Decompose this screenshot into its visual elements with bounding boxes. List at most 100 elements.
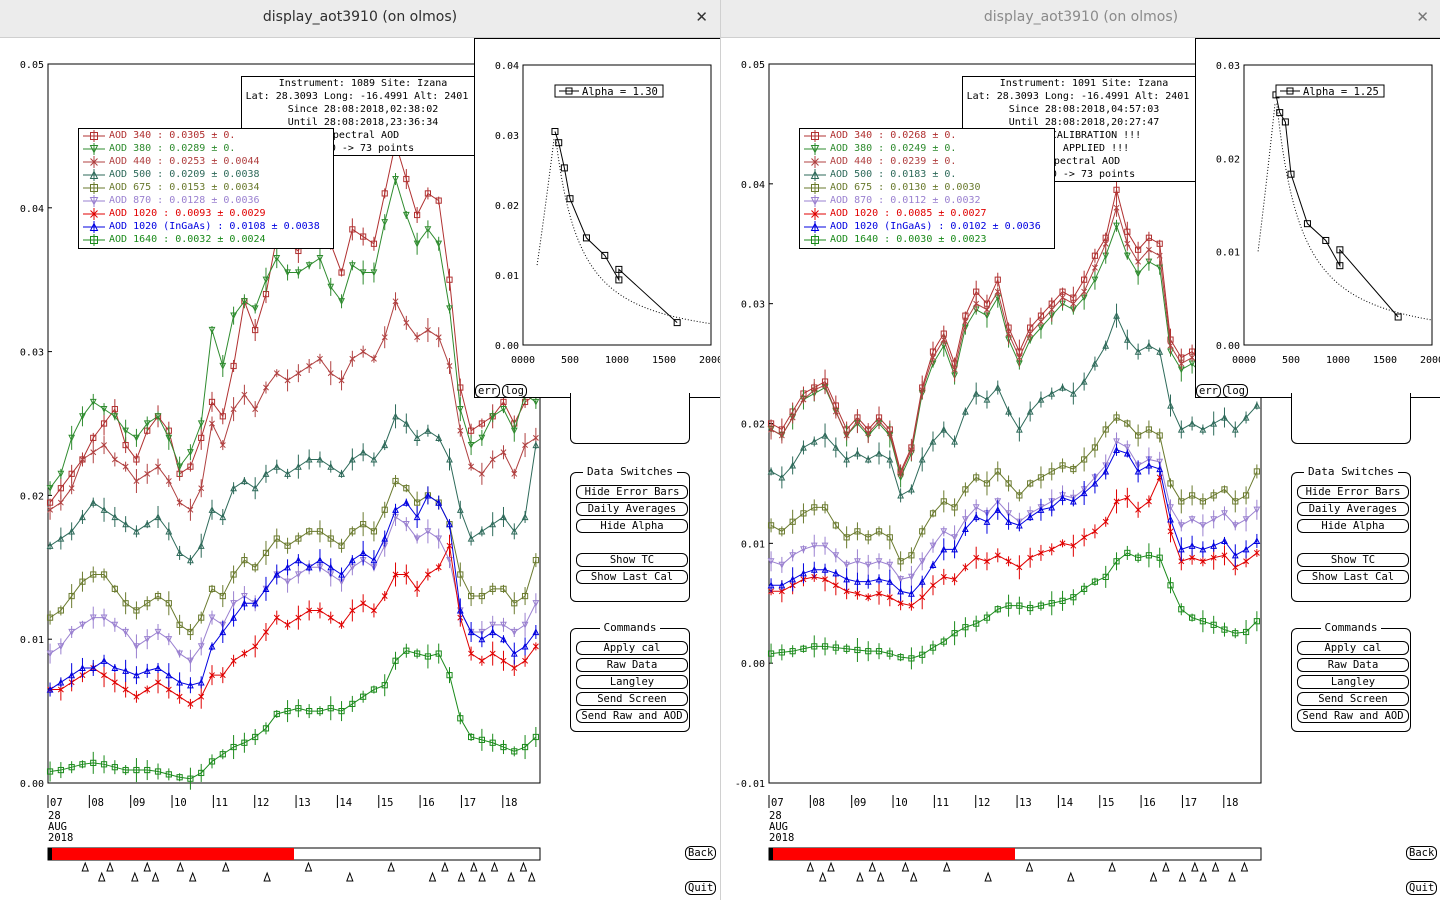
plot-canvas: 0.00 0.01 0.02 0.03 0.04 0.05 07 08 09 10 11 12 13 14… (0, 38, 722, 900)
legend-label: AOD 1020 (InGaAs) : 0.0108 ± 0.0038 (109, 221, 320, 232)
data-point (489, 650, 496, 657)
time-marker-icon (222, 861, 230, 872)
data-point (122, 667, 130, 674)
data-point (511, 600, 518, 607)
log-button[interactable]: log (502, 384, 527, 398)
data-point (521, 743, 529, 751)
data-point (1015, 518, 1023, 526)
data-point (918, 558, 926, 566)
data-point (1135, 506, 1142, 513)
data-point (1231, 522, 1239, 530)
data-point (821, 504, 829, 511)
y-tick-label: 0.03 (20, 348, 44, 359)
data-point (403, 319, 410, 326)
hide-error-bars-button[interactable]: Hide Error Bars (576, 485, 688, 499)
data-point (338, 570, 345, 578)
legend-label: AOD 340 : 0.0268 ± 0. (830, 130, 957, 141)
y-tick-label: -0.01 (735, 779, 765, 790)
legend-label: AOD 675 : 0.0153 ± 0.0034 (109, 182, 260, 193)
apply-cal-button[interactable]: Apply cal (576, 641, 688, 655)
data-point (1113, 498, 1120, 505)
close-icon[interactable]: ✕ (1416, 8, 1429, 26)
data-point (1336, 262, 1344, 270)
data-point (1287, 170, 1295, 178)
log-button[interactable]: log (1223, 384, 1248, 398)
data-point (615, 265, 623, 273)
show-tc-button[interactable]: Show TC (1297, 553, 1409, 567)
data-point (219, 513, 227, 521)
quit-button[interactable]: Quit (1406, 881, 1438, 895)
send-screen-button[interactable]: Send Screen (1297, 692, 1409, 706)
langley-button[interactable]: Langley (1297, 675, 1409, 689)
data-point (854, 528, 861, 535)
data-point (1113, 204, 1120, 211)
data-point (1113, 558, 1120, 565)
data-point (961, 516, 969, 524)
data-point (908, 602, 915, 609)
data-point (510, 427, 518, 435)
data-point (565, 87, 573, 95)
data-point (983, 614, 991, 621)
data-point (1145, 552, 1153, 559)
data-point (456, 506, 464, 513)
y-tick-label: 0.05 (20, 60, 44, 71)
data-point (414, 499, 421, 506)
data-point (316, 556, 324, 564)
data-point (176, 678, 184, 686)
show-last-cal-button[interactable]: Show Last Cal (576, 570, 688, 584)
data-point (919, 651, 926, 658)
data-point (897, 576, 905, 584)
apply-cal-button[interactable]: Apply cal (1297, 641, 1409, 655)
send-screen-button[interactable]: Send Screen (576, 692, 688, 706)
data-point (940, 336, 947, 343)
hide-error-bars-button[interactable]: Hide Error Bars (1297, 485, 1409, 499)
data-point (100, 571, 108, 578)
raw-data-button[interactable]: Raw Data (1297, 658, 1409, 672)
daily-averages-button[interactable]: Daily Averages (576, 502, 688, 516)
err-button[interactable]: err (1196, 384, 1221, 398)
hide-alpha-button[interactable]: Hide Alpha (576, 519, 688, 533)
data-point (241, 739, 248, 746)
data-point (1253, 549, 1260, 556)
data-point (294, 571, 302, 579)
show-tc-button[interactable]: Show TC (576, 553, 688, 567)
data-point (370, 240, 378, 247)
quit-button[interactable]: Quit (685, 881, 717, 895)
data-point (230, 600, 238, 607)
data-point (446, 276, 453, 283)
x-date-label: 28 (48, 810, 61, 822)
hide-alpha-button[interactable]: Hide Alpha (1297, 519, 1409, 533)
data-point (843, 575, 851, 583)
daily-averages-button[interactable]: Daily Averages (1297, 502, 1409, 516)
send-raw-and-aod-button[interactable]: Send Raw and AOD (576, 709, 688, 723)
data-point (381, 441, 389, 449)
data-point (865, 648, 872, 655)
data-point (100, 614, 108, 622)
data-point (854, 590, 861, 597)
data-point (1081, 288, 1088, 295)
send-raw-and-aod-button[interactable]: Send Raw and AOD (1297, 709, 1409, 723)
raw-data-button[interactable]: Raw Data (576, 658, 688, 672)
data-point (359, 549, 367, 557)
back-button[interactable]: Back (1406, 846, 1438, 860)
data-point (240, 298, 248, 305)
commands-panel: Commands Apply cal Raw Data Langley Send Scr… (1291, 621, 1411, 732)
data-point (79, 413, 86, 421)
show-last-cal-button[interactable]: Show Last Cal (1297, 570, 1409, 584)
info-line: Instrument: 1091 Site: Izana (999, 78, 1169, 89)
data-point (1048, 600, 1055, 607)
data-point (457, 715, 464, 722)
data-point (176, 549, 184, 557)
data-point (198, 614, 205, 621)
titlebar[interactable]: display_aot3910 (on olmos) ✕ (0, 0, 720, 38)
data-point (1167, 401, 1174, 409)
err-button[interactable]: err (475, 384, 500, 398)
empty-panel (570, 393, 690, 444)
time-marker-icon (819, 871, 827, 882)
back-button[interactable]: Back (685, 846, 717, 860)
titlebar[interactable]: display_aot3910 (on olmos) ✕ (721, 0, 1440, 38)
close-icon[interactable]: ✕ (695, 8, 708, 26)
langley-button[interactable]: Langley (576, 675, 688, 689)
data-point (1080, 489, 1088, 497)
data-point (510, 628, 518, 636)
